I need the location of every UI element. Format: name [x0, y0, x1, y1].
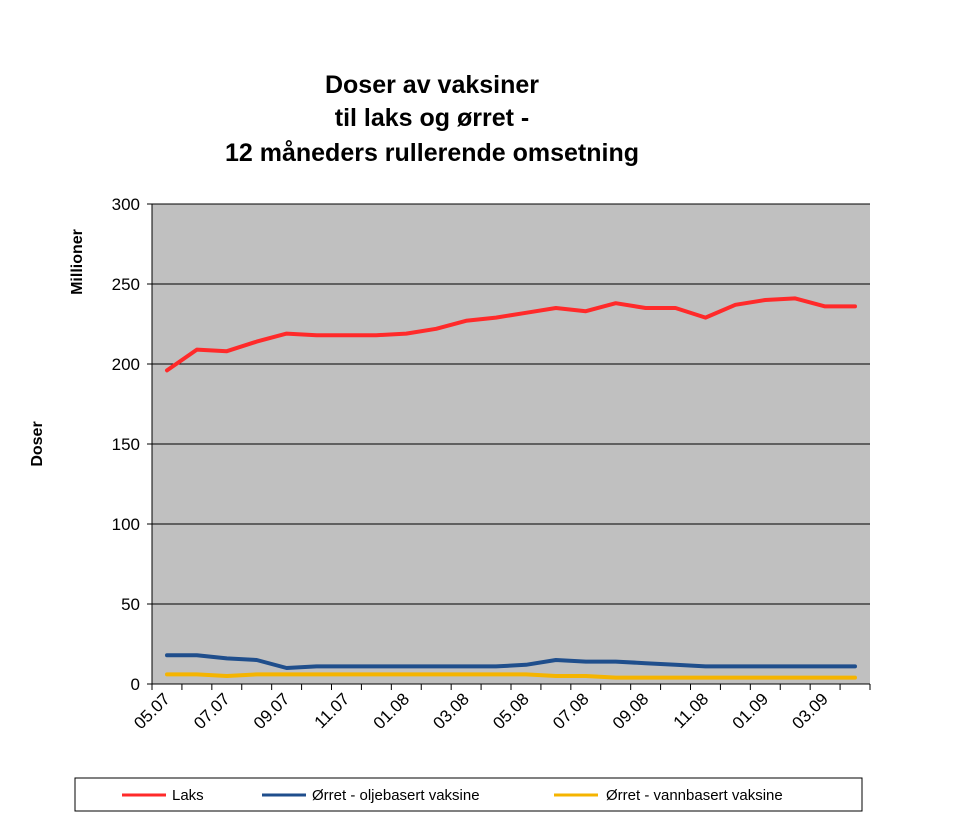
x-tick-label: 09.08: [609, 689, 653, 733]
x-tick-label: 03.08: [429, 689, 473, 733]
y-tick-label: 250: [112, 275, 140, 294]
legend: Laks Ørret - oljebasert vaksine Ørret - …: [74, 777, 863, 812]
y-tick-label: 200: [112, 355, 140, 374]
x-tick-label: 03.09: [788, 689, 832, 733]
x-tick-label: 11.07: [311, 689, 354, 732]
x-tick-label: 11.08: [670, 689, 713, 732]
x-tick-label: 07.07: [190, 689, 234, 733]
chart-title-line-2: til laks og ørret -: [335, 104, 529, 132]
chart-title: Doser av vaksiner til laks og ørret - 12…: [225, 71, 639, 167]
y-tick-label: 150: [112, 435, 140, 454]
series-line-2: [165, 672, 857, 680]
x-tick-label: 09.07: [250, 689, 294, 733]
y-axis-label: Doser: [29, 421, 46, 466]
legend-box: [74, 777, 863, 812]
x-tick-label: 07.08: [549, 689, 593, 733]
y-tick-label: 50: [121, 595, 140, 614]
x-tick-label: 01.09: [729, 689, 773, 733]
series-line-1: [165, 653, 857, 670]
y-tick-labels: 0 50 100 150 200 250 300: [112, 195, 140, 694]
legend-label-laks: Laks: [172, 787, 204, 804]
legend-label-orret-vannbasert: Ørret - vannbasert vaksine: [606, 787, 783, 804]
series-line-0: [165, 296, 857, 373]
grid-lines: [152, 203, 870, 605]
x-tick-labels: 05.07 07.07 09.07 11.07 01.08 03.08 05.08 07.08…: [130, 689, 832, 733]
y-tick-label: 100: [112, 515, 140, 534]
chart-title-line-1: Doser av vaksiner: [325, 71, 539, 99]
chart-title-line-3: 12 måneders rullerende omsetning: [225, 139, 639, 167]
y-tick-label: 300: [112, 195, 140, 214]
y-tick-label: 0: [131, 675, 140, 694]
series-lines: [165, 296, 857, 680]
legend-label-orret-oljebasert: Ørret - oljebasert vaksine: [312, 787, 480, 804]
x-tick-label: 01.08: [370, 689, 414, 733]
y-axis-unit-label: Millioner: [69, 229, 86, 295]
x-tick-label: 05.08: [489, 689, 533, 733]
axes: [147, 203, 871, 690]
x-tick-label: 05.07: [130, 689, 174, 733]
